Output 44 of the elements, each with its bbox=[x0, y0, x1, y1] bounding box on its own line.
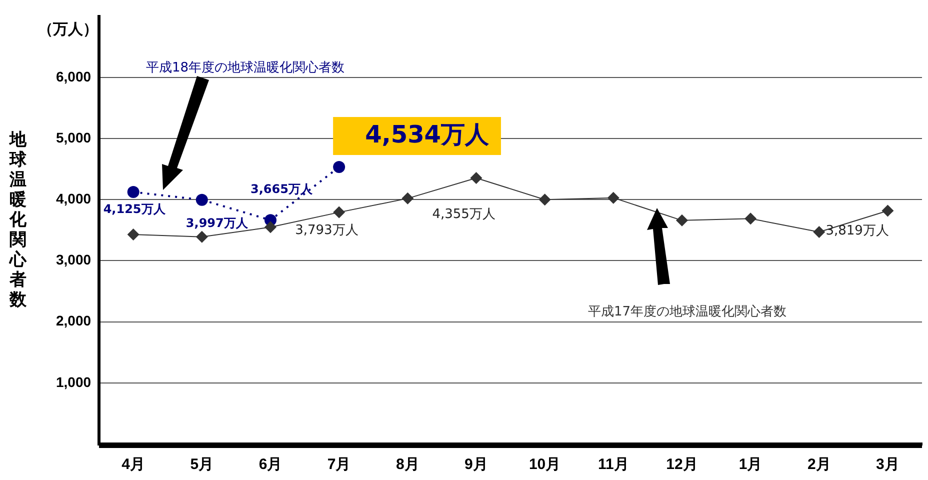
x-tick-label: 10月 bbox=[528, 456, 561, 474]
y-tick-label: 2,000 bbox=[56, 312, 92, 329]
point bbox=[196, 230, 208, 243]
x-tick-label: 4月 bbox=[122, 456, 145, 474]
text: 平成17年度の地球温暖化関心者数 bbox=[588, 303, 787, 320]
data-label: 3,793万人 bbox=[295, 223, 358, 238]
y-tick-label: 3,000 bbox=[56, 252, 92, 268]
x-tick-label: 5月 bbox=[190, 456, 214, 474]
x-tick-label: 7月 bbox=[327, 456, 351, 474]
point bbox=[196, 194, 208, 206]
point bbox=[264, 221, 276, 234]
data-label: 3,997万人 bbox=[186, 216, 249, 230]
y-tick-label: 1,000 bbox=[56, 374, 92, 390]
data-label: 3,819万人 bbox=[826, 224, 889, 239]
data-label: 4,125万人 bbox=[103, 202, 166, 216]
x-tick-label: 9月 bbox=[464, 456, 488, 474]
point bbox=[744, 212, 757, 225]
x-tick-label: 8月 bbox=[396, 456, 420, 474]
point bbox=[607, 192, 620, 204]
y-tick-label: 5,000 bbox=[56, 129, 92, 146]
data-label: 4,534万人 bbox=[365, 120, 490, 148]
point bbox=[538, 194, 551, 206]
x-tick-label: 12月 bbox=[666, 456, 698, 474]
point bbox=[882, 204, 894, 217]
x-tick-label: 3月 bbox=[876, 456, 900, 474]
point bbox=[127, 228, 140, 240]
x-tick-label: 11月 bbox=[598, 456, 629, 474]
point bbox=[402, 192, 414, 204]
data-label: 3,665万人 bbox=[250, 182, 314, 196]
text: （万人） bbox=[38, 20, 98, 39]
y-tick-label: 6,000 bbox=[56, 68, 92, 84]
point bbox=[333, 206, 346, 218]
point bbox=[333, 161, 346, 174]
point bbox=[676, 214, 688, 226]
point bbox=[470, 172, 482, 184]
y-tick-label: 4,000 bbox=[56, 190, 92, 207]
data-label: 4,355万人 bbox=[432, 206, 496, 222]
text: 平成18年度の地球温暖化関心者数 bbox=[146, 59, 345, 76]
x-tick-label: 6月 bbox=[258, 456, 282, 474]
text: 地球温暖化関心者数 bbox=[10, 130, 26, 310]
point bbox=[127, 186, 140, 198]
x-tick-label: 1月 bbox=[738, 456, 762, 474]
x-tick-label: 2月 bbox=[807, 456, 831, 474]
point bbox=[813, 226, 826, 238]
